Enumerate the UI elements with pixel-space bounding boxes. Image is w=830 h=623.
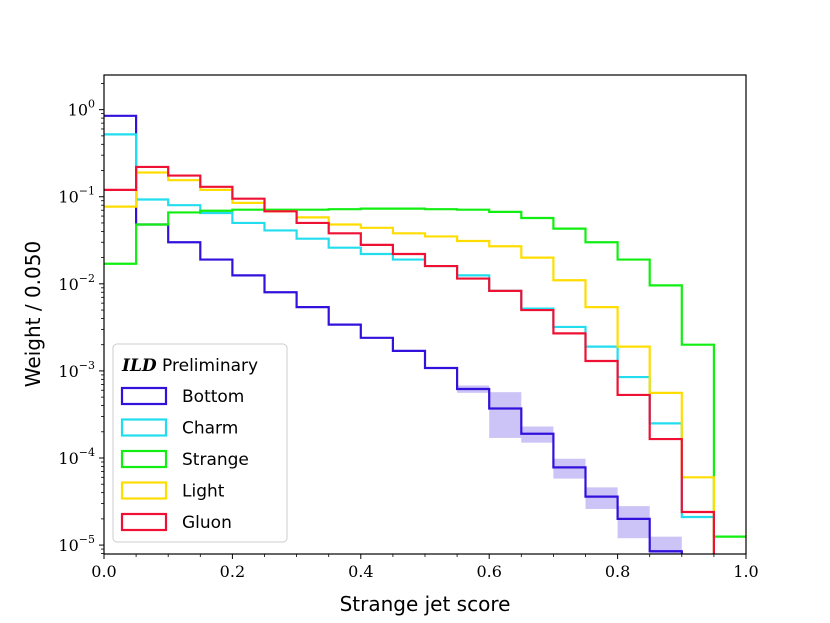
legend-label-charm: Charm <box>182 419 238 439</box>
uncertainty-bands <box>457 385 682 554</box>
uncertainty-band <box>649 536 682 554</box>
uncertainty-band <box>585 487 618 509</box>
legend-title: ILD Preliminary <box>121 356 258 376</box>
x-axis-title: Strange jet score <box>340 592 511 616</box>
legend-label-strange: Strange <box>182 450 249 470</box>
series-lines <box>104 114 746 554</box>
legend-swatch-strange <box>120 449 168 469</box>
x-tick-label: 0.0 <box>91 562 116 581</box>
x-tick-label: 0.6 <box>476 562 501 581</box>
legend-swatch-light <box>120 481 168 500</box>
y-tick-label: 100 <box>68 98 95 120</box>
legend-swatch-charm <box>120 418 168 437</box>
y-tick-label: 10−4 <box>58 446 95 468</box>
x-tick-label: 0.2 <box>220 562 245 581</box>
x-tick-label: 0.4 <box>348 562 373 581</box>
series-line-gluon <box>104 165 715 554</box>
legend-entries: Bottom Charm Strange Light Gluon <box>120 386 249 533</box>
y-axis: 100 10−1 10−2 10−3 10−4 10−5 <box>58 83 104 555</box>
y-tick-label: 10−2 <box>58 272 95 294</box>
uncertainty-band <box>553 458 586 479</box>
series-line-strange <box>104 207 746 538</box>
uncertainty-band <box>617 506 650 539</box>
y-tick-label: 10−3 <box>58 359 95 381</box>
legend-swatch-gluon <box>120 512 168 532</box>
legend-box <box>112 343 288 543</box>
y-tick-label: 10−5 <box>58 533 95 555</box>
legend-label-bottom: Bottom <box>182 387 244 407</box>
legend-swatch-bottom <box>120 386 168 406</box>
x-tick-label: 1.0 <box>733 562 758 581</box>
y-axis-title: Weight / 0.050 <box>21 241 45 387</box>
series-line-light <box>104 171 715 554</box>
x-tick-label: 0.8 <box>605 562 630 581</box>
uncertainty-band <box>489 392 522 438</box>
legend-label-light: Light <box>182 482 225 502</box>
y-tick-label: 10−1 <box>58 185 95 207</box>
legend: ILD Preliminary Bottom Charm Strange Light G… <box>112 343 288 543</box>
x-axis: 0.0 0.2 0.4 0.6 0.8 1.0 <box>91 554 759 581</box>
series-line-bottom <box>104 114 683 554</box>
legend-label-gluon: Gluon <box>182 513 232 533</box>
